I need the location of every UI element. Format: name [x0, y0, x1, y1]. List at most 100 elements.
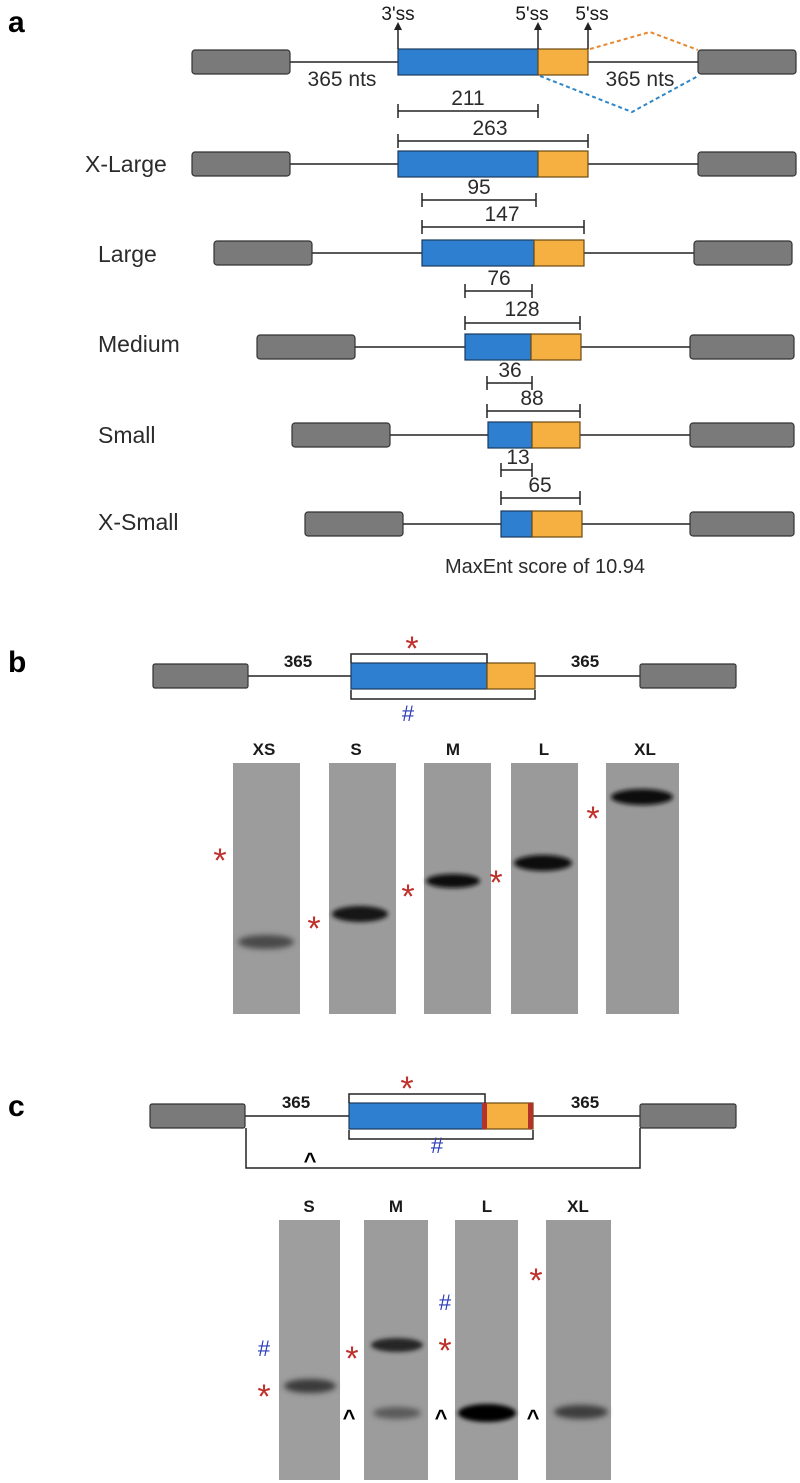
lane	[511, 763, 578, 1014]
maxent-caption: MaxEnt score of 10.94	[445, 556, 645, 578]
lane-marker: *	[489, 864, 502, 902]
lane-marker: *	[586, 800, 599, 838]
measure-147: 147	[421, 203, 585, 234]
star-marker: *	[405, 630, 418, 668]
lane-marker: *	[213, 842, 226, 880]
panel-a-letter: a	[8, 6, 25, 39]
splice-path-blue	[539, 75, 699, 114]
exon-left	[256, 334, 356, 360]
panel-a: a 3'ss 5'ss 5'ss 365 nts 365 nts 211	[8, 4, 797, 578]
lane-marker: ^	[527, 1405, 540, 1430]
blue-region	[500, 510, 533, 538]
splice-site-label-5ss-a: 5'ss	[515, 4, 548, 25]
panel-c: c 365 365 * # ^ S #	[8, 1070, 737, 1480]
blue-region	[397, 48, 539, 76]
exon-right	[689, 511, 795, 537]
orange-region	[531, 510, 583, 538]
lane-marker: *	[401, 878, 414, 916]
lane-marker: *	[307, 910, 320, 948]
orange-region	[537, 48, 589, 76]
orange-region	[537, 150, 589, 178]
lane	[424, 763, 491, 1014]
gel-lane-l: L # * ^	[435, 1197, 518, 1480]
blue-region	[397, 150, 539, 178]
orange-region	[531, 421, 581, 449]
product-bracket-caret	[245, 1128, 641, 1169]
orange-region	[533, 239, 585, 267]
exon-right	[639, 1103, 737, 1129]
construct-label: Medium	[98, 331, 180, 357]
measure-95: 95	[421, 176, 537, 207]
measure-128: 128	[464, 298, 581, 330]
exon-left	[152, 663, 249, 689]
measure-label: 95	[467, 176, 490, 199]
panel-b-construct: 365 365 * #	[152, 630, 737, 726]
gel-lane-m: M *	[401, 740, 491, 1014]
band	[611, 789, 673, 805]
lane-marker: *	[257, 1378, 270, 1416]
measure-263: 263	[397, 117, 589, 148]
exon-left	[191, 151, 291, 177]
lane	[455, 1220, 518, 1480]
measure-label: 147	[484, 203, 519, 226]
band	[554, 1405, 608, 1419]
construct-x-large: X-Large 95 147	[85, 150, 797, 234]
measure-76: 76	[464, 267, 533, 298]
gel-lane-s: S *	[307, 740, 396, 1014]
band	[332, 906, 388, 922]
splice-site-label-3ss: 3'ss	[381, 4, 414, 25]
orange-region	[483, 1102, 534, 1130]
band	[458, 1404, 516, 1422]
construct-label: X-Large	[85, 151, 167, 177]
measure-label: 263	[472, 117, 507, 140]
intron-length-right: 365 nts	[606, 68, 675, 91]
gel-b: XS * S * M * L	[213, 740, 679, 1014]
measure-label: 88	[520, 387, 543, 410]
star-marker: *	[400, 1070, 413, 1108]
product-bracket-star	[350, 653, 488, 663]
panel-c-construct: 365 365 * # ^	[149, 1070, 737, 1173]
measure-label: 65	[528, 474, 551, 497]
lane-marker: ^	[343, 1405, 356, 1430]
construct-label: X-Small	[98, 509, 179, 535]
lane-marker: *	[529, 1262, 542, 1300]
gel-lane-xl: XL * ^	[527, 1197, 611, 1480]
gel-c: S # * M * ^ L # * ^	[257, 1197, 611, 1480]
flank-length-left: 365	[284, 652, 312, 671]
exon-left	[191, 49, 291, 75]
panel-b-letter: b	[8, 646, 26, 679]
construct-large: Large 76 128	[98, 239, 793, 330]
gel-lane-m: M * ^	[343, 1197, 428, 1480]
blue-region	[348, 1102, 485, 1130]
lane	[329, 763, 396, 1014]
lane-marker: #	[439, 1290, 452, 1315]
product-bracket-hash	[348, 1130, 534, 1140]
band	[238, 935, 294, 949]
lane-label: M	[389, 1197, 403, 1216]
exon-left	[291, 422, 391, 448]
panel-c-letter: c	[8, 1090, 25, 1123]
intron-length-left: 365 nts	[308, 68, 377, 91]
measure-label: 13	[506, 446, 529, 469]
flank-length-left: 365	[282, 1093, 310, 1112]
flank-length-right: 365	[571, 1093, 599, 1112]
blue-region	[421, 239, 535, 267]
lane-marker: #	[258, 1336, 271, 1361]
ss-arrowhead-3	[584, 22, 592, 30]
gel-lane-s: S # *	[257, 1197, 340, 1480]
lane-label: L	[482, 1197, 492, 1216]
product-bracket-hash	[350, 690, 536, 700]
ss-arrowhead-2	[534, 22, 542, 30]
construct-label: Small	[98, 422, 156, 448]
reference-construct: 3'ss 5'ss 5'ss 365 nts 365 nts	[191, 4, 797, 114]
construct-small: Small 13 65	[98, 421, 795, 505]
blue-region	[464, 333, 532, 361]
measure-13: 13	[500, 446, 533, 477]
orange-region	[486, 662, 536, 690]
measure-label: 211	[451, 87, 484, 110]
splice-mark-right	[528, 1103, 533, 1129]
exon-left	[149, 1103, 246, 1129]
ss-arrowhead-1	[394, 22, 402, 30]
band	[371, 1338, 423, 1352]
